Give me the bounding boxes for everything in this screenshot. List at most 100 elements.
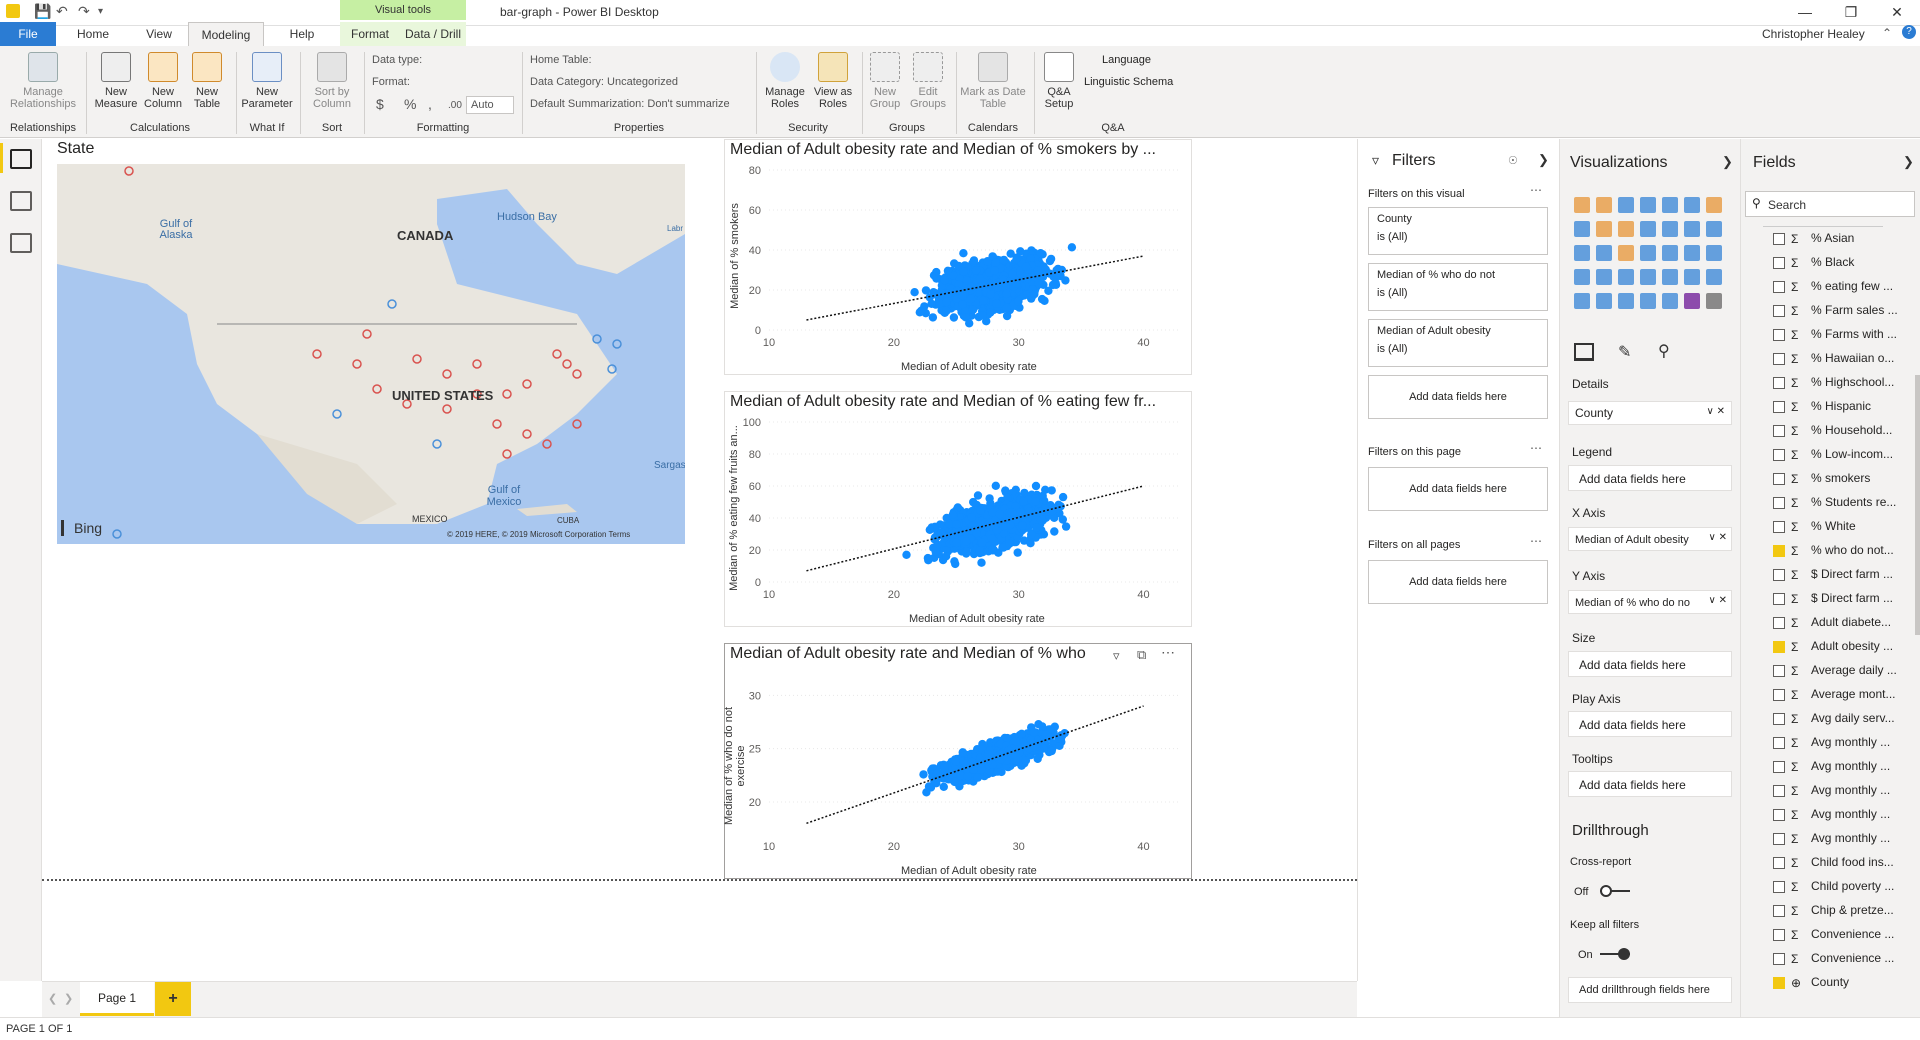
page-tab-1[interactable]: Page 1 — [80, 982, 154, 1016]
more-icon[interactable]: ⋯ — [1530, 441, 1542, 455]
collapse-visualizations-icon[interactable]: ❯ — [1722, 154, 1733, 169]
field-list-item[interactable]: Σ Child food ins... — [1773, 855, 1894, 879]
view-as-roles-button[interactable]: View as Roles — [810, 52, 856, 110]
new-parameter-button[interactable]: New Parameter — [240, 52, 294, 110]
visual-type-icon[interactable] — [1684, 293, 1700, 309]
field-list-item[interactable]: Σ $ Direct farm ... — [1773, 567, 1893, 591]
tab-home[interactable]: Home — [76, 27, 109, 41]
field-checkbox[interactable] — [1773, 568, 1785, 581]
visual-type-icon[interactable] — [1706, 221, 1722, 237]
legend-drop-zone[interactable]: Add data fields here — [1568, 465, 1732, 491]
field-checkbox[interactable] — [1773, 832, 1785, 845]
field-checkbox[interactable] — [1773, 736, 1785, 749]
visual-type-icon[interactable] — [1596, 269, 1612, 285]
x-axis-field[interactable]: Median of Adult obesity ∨ ✕ — [1568, 527, 1732, 551]
field-list-item[interactable]: Σ Avg monthly ... — [1773, 759, 1890, 783]
currency-button[interactable]: $ — [376, 96, 384, 112]
visual-type-icon[interactable] — [1662, 245, 1678, 261]
home-table-dropdown[interactable]: Home Table: — [530, 54, 592, 66]
field-checkbox[interactable] — [1773, 904, 1785, 917]
field-list-item[interactable]: Σ Avg monthly ... — [1773, 735, 1890, 759]
edit-groups-button[interactable]: Edit Groups — [906, 52, 950, 110]
field-list-item[interactable]: Σ Convenience ... — [1773, 927, 1894, 951]
visual-type-icon[interactable] — [1618, 293, 1634, 309]
restore-icon[interactable]: ❐ — [1844, 4, 1858, 20]
data-type-dropdown[interactable]: Data type: — [372, 54, 423, 66]
visual-type-icon[interactable] — [1574, 269, 1590, 285]
tab-format[interactable]: Format — [340, 22, 400, 46]
field-checkbox[interactable] — [1773, 808, 1785, 821]
field-checkbox[interactable] — [1773, 784, 1785, 797]
filter-card-county[interactable]: County is (All) — [1368, 207, 1548, 255]
visual-type-icon[interactable] — [1706, 293, 1722, 309]
tab-help[interactable]: Help — [289, 27, 315, 41]
more-icon[interactable]: ⋯ — [1530, 183, 1542, 197]
new-group-button[interactable]: New Group — [864, 52, 906, 110]
visual-type-icon[interactable] — [1640, 221, 1656, 237]
decimals-button[interactable]: .00 — [448, 100, 462, 111]
field-checkbox[interactable] — [1773, 664, 1785, 677]
keep-all-filters-toggle[interactable]: On — [1578, 947, 1638, 961]
add-visual-filter-field[interactable]: Add data fields here — [1368, 375, 1548, 419]
visual-type-icon[interactable] — [1596, 197, 1612, 213]
next-page-icon[interactable]: ❯ — [64, 993, 74, 1005]
field-checkbox[interactable] — [1773, 352, 1785, 365]
field-list-item[interactable]: ⊕ County — [1773, 975, 1849, 999]
remove-field-icon[interactable]: ∨ ✕ — [1708, 532, 1727, 543]
field-checkbox[interactable] — [1773, 520, 1785, 533]
visual-type-icon[interactable] — [1574, 293, 1590, 309]
details-field-county[interactable]: County ∨ ✕ — [1568, 401, 1732, 425]
filter-card-exercise[interactable]: Median of % who do not is (All) — [1368, 263, 1548, 311]
scatter-visual-exercise[interactable]: Median of Adult obesity rate and Median … — [723, 643, 1192, 879]
manage-relationships-button[interactable]: Manage Relationships — [6, 52, 80, 110]
visual-type-icon[interactable] — [1618, 269, 1634, 285]
size-drop-zone[interactable]: Add data fields here — [1568, 651, 1732, 677]
tab-view[interactable]: View — [146, 27, 172, 41]
collapse-ribbon-icon[interactable]: ⌃ — [1882, 26, 1893, 40]
field-list-item[interactable]: Σ % Asian — [1773, 231, 1854, 255]
add-page-filter-field[interactable]: Add data fields here — [1368, 467, 1548, 511]
visual-type-icon[interactable] — [1618, 221, 1634, 237]
collapse-fields-icon[interactable]: ❯ — [1903, 154, 1914, 169]
field-checkbox[interactable] — [1773, 424, 1785, 437]
scatter-visual-smokers[interactable]: Median of Adult obesity rate and Median … — [724, 139, 1192, 375]
manage-roles-button[interactable]: Manage Roles — [760, 52, 810, 110]
visual-type-icon[interactable] — [1618, 245, 1634, 261]
visual-type-icon[interactable] — [1662, 197, 1678, 213]
more-options-icon[interactable]: ⋯ — [1161, 644, 1175, 660]
fields-search-box[interactable]: ⚲ Search — [1745, 191, 1915, 217]
field-list-item[interactable]: Σ % Farm sales ... — [1773, 303, 1898, 327]
data-view-icon[interactable] — [10, 191, 32, 211]
field-list-item[interactable]: Σ Avg monthly ... — [1773, 831, 1890, 855]
field-list-item[interactable]: Σ % Hispanic — [1773, 399, 1871, 423]
visual-type-icon[interactable] — [1662, 221, 1678, 237]
tab-modeling[interactable]: Modeling — [188, 22, 264, 47]
visual-type-icon[interactable] — [1596, 293, 1612, 309]
add-report-filter-field[interactable]: Add data fields here — [1368, 560, 1548, 604]
sort-by-column-button[interactable]: Sort by Column — [304, 52, 360, 110]
field-list-item[interactable]: Σ % Students re... — [1773, 495, 1896, 519]
field-checkbox[interactable] — [1773, 544, 1785, 557]
new-measure-button[interactable]: New Measure — [92, 52, 140, 110]
more-icon[interactable]: ⋯ — [1530, 534, 1542, 548]
filter-icon[interactable]: ▿ — [1113, 648, 1120, 663]
field-list-item[interactable]: Σ % Black — [1773, 255, 1854, 279]
close-icon[interactable]: ✕ — [1891, 4, 1903, 20]
field-checkbox[interactable] — [1773, 232, 1785, 245]
focus-mode-icon[interactable]: ⧉ — [1137, 647, 1147, 662]
tab-file[interactable]: File — [0, 22, 56, 46]
field-checkbox[interactable] — [1773, 760, 1785, 773]
field-list-item[interactable]: Σ Adult obesity ... — [1773, 639, 1893, 663]
user-name[interactable]: Christopher Healey — [1762, 27, 1865, 41]
field-checkbox[interactable] — [1773, 688, 1785, 701]
linguistic-schema-dropdown[interactable]: Linguistic Schema — [1084, 76, 1174, 88]
prev-page-icon[interactable]: ❮ — [48, 993, 58, 1005]
visual-type-icon[interactable] — [1640, 245, 1656, 261]
help-icon[interactable]: ? — [1902, 25, 1916, 39]
visual-type-icon[interactable] — [1706, 245, 1722, 261]
field-checkbox[interactable] — [1773, 976, 1785, 989]
field-checkbox[interactable] — [1773, 952, 1785, 965]
visual-type-icon[interactable] — [1684, 197, 1700, 213]
remove-field-icon[interactable]: ∨ ✕ — [1708, 595, 1727, 606]
visual-type-icon[interactable] — [1574, 245, 1590, 261]
